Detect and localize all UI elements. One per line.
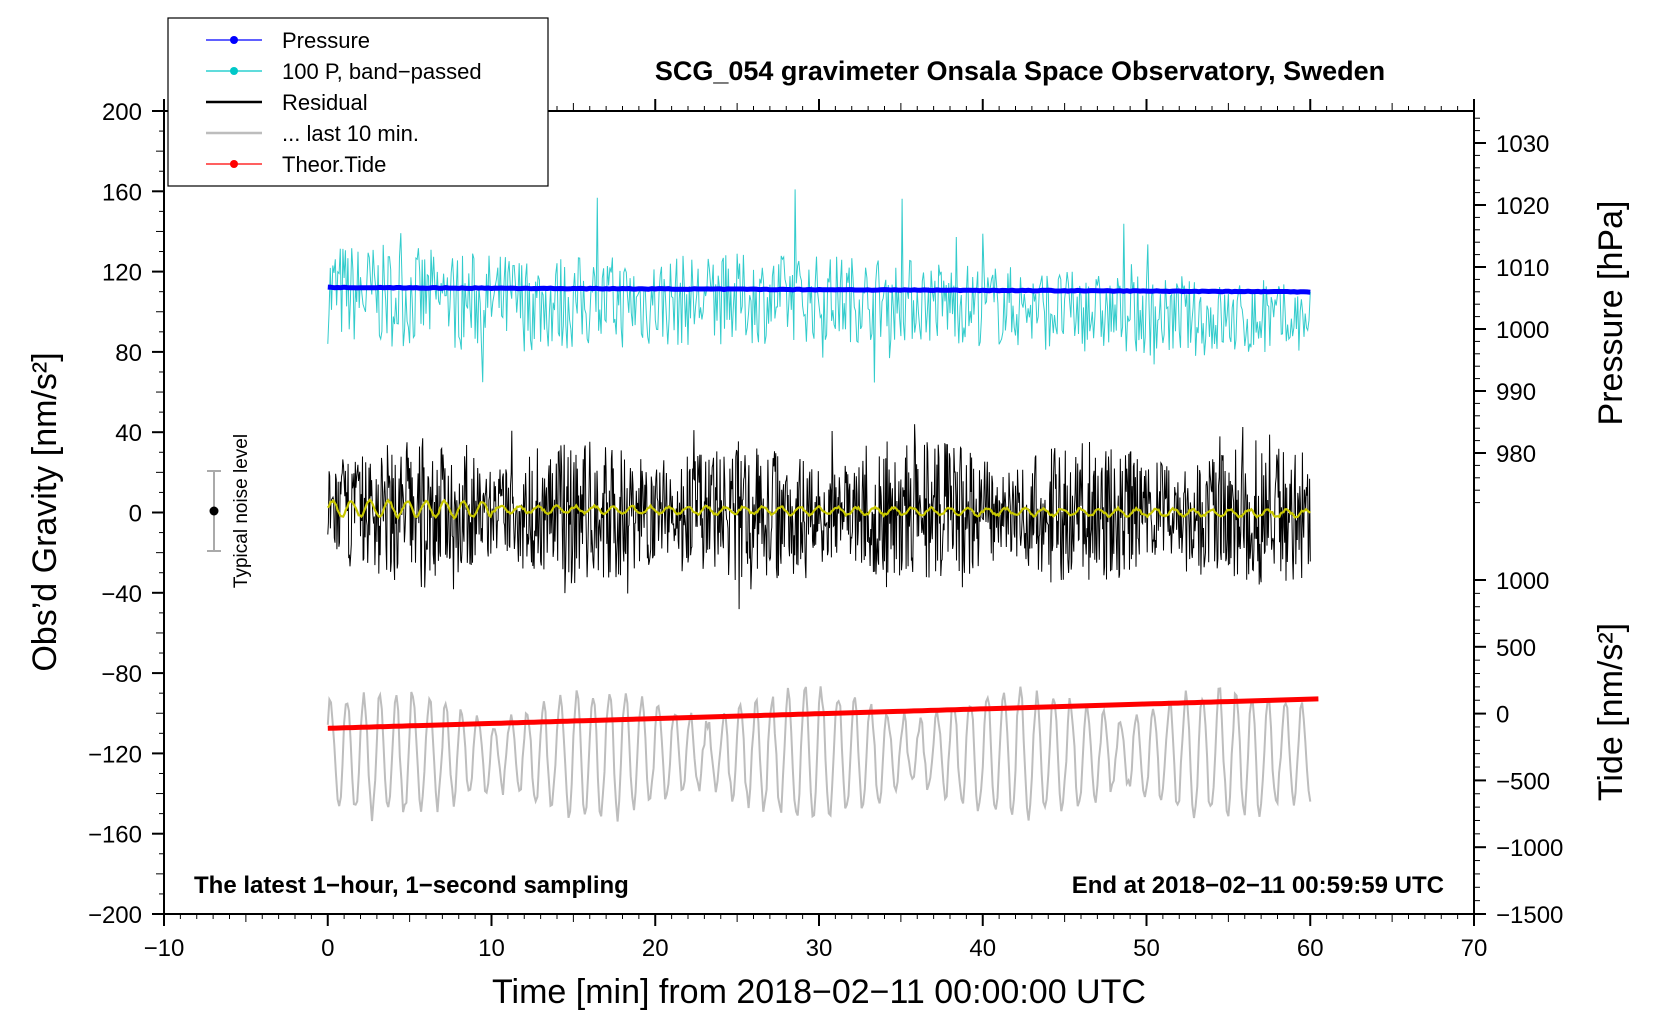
pressure-tick-label: 1000 bbox=[1496, 317, 1549, 344]
tide-tick-label: −1000 bbox=[1496, 835, 1563, 862]
pressure-tick-label: 1030 bbox=[1496, 131, 1549, 158]
tide-tick-label: 500 bbox=[1496, 635, 1536, 662]
tide-tick-label: 0 bbox=[1496, 702, 1509, 729]
x-axis-label: Time [min] from 2018−02−11 00:00:00 UTC bbox=[492, 973, 1146, 1011]
last-10-min-line bbox=[326, 686, 1312, 822]
tide-tick-label: −1500 bbox=[1496, 902, 1563, 929]
x-tick-label: 30 bbox=[806, 935, 833, 962]
x-tick-label: 10 bbox=[478, 935, 505, 962]
legend-entry: Pressure bbox=[206, 28, 370, 53]
legend-entry: Residual bbox=[206, 90, 368, 115]
pressure-tick-label: 980 bbox=[1496, 441, 1536, 468]
tide-tick-label: 1000 bbox=[1496, 568, 1549, 595]
legend: Pressure 100 P, band−passed Residual ... la… bbox=[167, 17, 549, 187]
legend-swatch-marker bbox=[230, 36, 238, 44]
noise-dot bbox=[209, 506, 219, 516]
x-tick-label: 0 bbox=[321, 935, 334, 962]
legend-label: Residual bbox=[282, 90, 368, 115]
legend-entry: 100 P, band−passed bbox=[206, 59, 482, 84]
y-tick-label: 120 bbox=[102, 260, 142, 287]
y-tick-label: 200 bbox=[102, 99, 142, 126]
y-axis-label-tide: Tide [nm/s²] bbox=[1592, 623, 1630, 801]
legend-entry: ... last 10 min. bbox=[206, 121, 419, 146]
y-tick-label: −120 bbox=[88, 741, 142, 768]
footer-right: End at 2018−02−11 00:59:59 UTC bbox=[1072, 872, 1444, 899]
footer-left: The latest 1−hour, 1−second sampling bbox=[194, 872, 629, 899]
noise-indicator: Typical noise level bbox=[207, 434, 252, 588]
legend-label: Pressure bbox=[282, 28, 370, 53]
x-tick-label: 20 bbox=[642, 935, 669, 962]
axis-layer: −10 0 10 20 30 40 50 60 70−200−160−120−80−400408… bbox=[88, 99, 1563, 962]
residual-smoothed-line bbox=[326, 498, 1311, 520]
pressure-tick-label: 1020 bbox=[1496, 193, 1549, 220]
y-tick-label: 160 bbox=[102, 179, 142, 206]
y-tick-label: 40 bbox=[115, 420, 142, 447]
tide-tick-label: −500 bbox=[1496, 768, 1550, 795]
legend-entry: Theor.Tide bbox=[206, 152, 386, 177]
y-tick-label: −40 bbox=[101, 581, 142, 608]
x-tick-label: 40 bbox=[969, 935, 996, 962]
y-tick-label: −80 bbox=[101, 661, 142, 688]
chart-title: SCG_054 gravimeter Onsala Space Observat… bbox=[655, 56, 1385, 86]
x-tick-label: −10 bbox=[144, 935, 185, 962]
theoretical-tide-line bbox=[327, 696, 1319, 731]
y-tick-label: −200 bbox=[88, 902, 142, 929]
x-tick-label: 70 bbox=[1461, 935, 1488, 962]
pressure-tick-label: 1010 bbox=[1496, 255, 1549, 282]
y-axis-label-pressure: Pressure [hPa] bbox=[1592, 201, 1630, 426]
legend-label: ... last 10 min. bbox=[282, 121, 419, 146]
legend-label: 100 P, band−passed bbox=[282, 59, 482, 84]
pressure-tick-label: 990 bbox=[1496, 379, 1536, 406]
legend-label: Theor.Tide bbox=[282, 152, 386, 177]
noise-label: Typical noise level bbox=[231, 434, 252, 588]
x-tick-label: 60 bbox=[1297, 935, 1324, 962]
series-layer bbox=[326, 189, 1319, 822]
x-tick-label: 50 bbox=[1133, 935, 1160, 962]
band-passed-pressure-line bbox=[327, 189, 1311, 383]
legend-swatch-marker bbox=[230, 160, 238, 168]
y-tick-label: 0 bbox=[129, 501, 142, 528]
y-tick-label: −160 bbox=[88, 822, 142, 849]
y-axis-label-left: Obs’d Gravity [nm/s²] bbox=[26, 352, 64, 671]
pressure-line bbox=[327, 284, 1311, 295]
legend-swatch-marker bbox=[230, 67, 238, 75]
y-tick-label: 80 bbox=[115, 340, 142, 367]
